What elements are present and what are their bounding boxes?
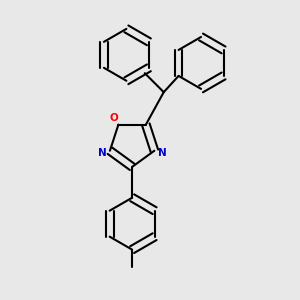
Text: N: N <box>98 148 106 158</box>
Text: N: N <box>158 148 167 158</box>
Text: O: O <box>109 113 118 123</box>
